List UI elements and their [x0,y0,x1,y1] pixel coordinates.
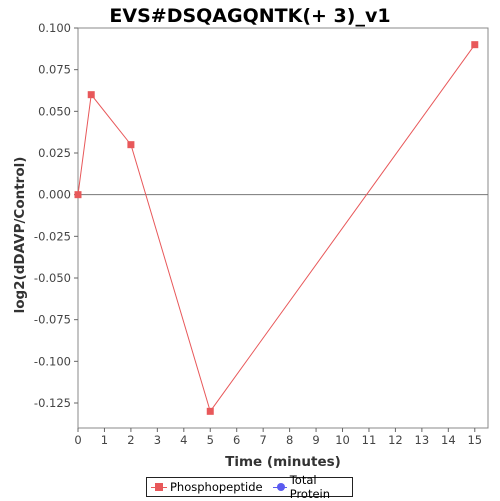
x-tick-label: 13 [415,433,430,447]
plot-area [77,27,489,429]
data-point [74,191,82,199]
x-tick-label: 6 [233,433,240,447]
x-tick-label: 15 [467,433,482,447]
x-tick-label: 3 [154,433,161,447]
y-axis-ticks: 0.100 0.075 0.050 0.025 0.000 -0.025 -0.050 -0.… [34,21,78,410]
x-tick-label: 8 [286,433,293,447]
legend-label-phosphopeptide: Phosphopeptide [170,480,263,494]
x-tick-label: 4 [180,433,187,447]
x-tick-label: 2 [127,433,134,447]
legend-item-total-protein: Total Protein [269,473,352,501]
legend-item-phosphopeptide: Phosphopeptide [147,480,263,494]
y-tick-label: -0.075 [34,313,71,327]
x-tick-label: 11 [362,433,377,447]
square-marker-icon [151,482,167,492]
x-axis-ticks: 0 1 2 3 4 5 6 7 8 9 10 11 12 13 14 15 [74,428,482,447]
x-tick-label: 0 [74,433,81,447]
x-tick-label: 9 [312,433,319,447]
y-tick-label: -0.025 [34,229,71,243]
y-tick-label: 0.100 [38,21,71,35]
x-tick-label: 1 [101,433,108,447]
legend-label-total-protein: Total Protein [289,473,331,501]
y-tick-label: 0.025 [38,146,71,160]
legend: Phosphopeptide Total Protein [146,473,353,501]
y-tick-label: 0.075 [38,63,71,77]
data-point [127,141,135,149]
series-layer [74,41,479,415]
chart-title: EVS#DSQAGQNTK(+ 3)_v1 [109,5,390,27]
x-tick-label: 5 [207,433,214,447]
data-point [471,41,479,49]
data-point [87,91,95,99]
y-tick-label: -0.125 [34,396,71,410]
x-tick-label: 12 [388,433,403,447]
x-tick-label: 10 [335,433,350,447]
circle-marker-icon [272,482,287,492]
x-tick-label: 14 [441,433,456,447]
y-axis-label: log2(dDAVP/Control) [12,157,28,314]
y-tick-label: 0.000 [38,188,71,202]
y-tick-label: 0.050 [38,104,71,118]
y-tick-label: -0.050 [34,271,71,285]
x-tick-label: 7 [259,433,266,447]
data-point [206,407,214,415]
y-tick-label: -0.100 [34,354,71,368]
x-axis-label: Time (minutes) [225,454,341,470]
